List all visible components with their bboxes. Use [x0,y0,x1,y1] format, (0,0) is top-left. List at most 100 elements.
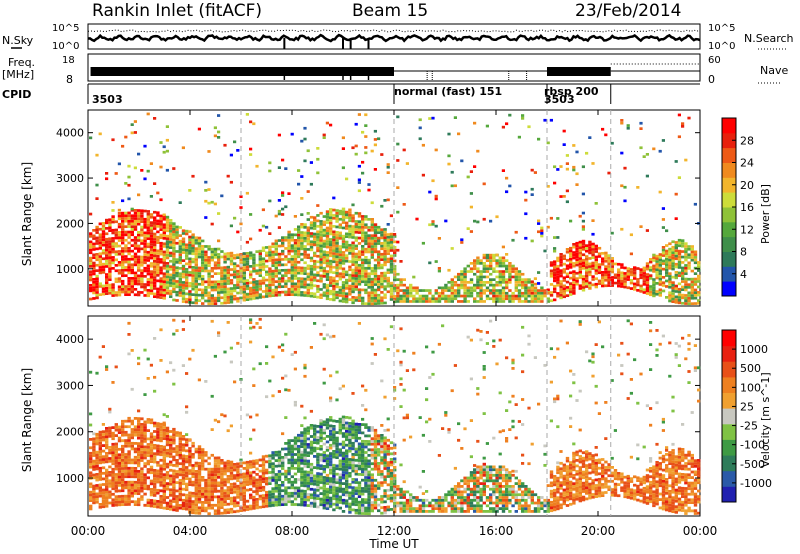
heatmap-cell [549,299,554,303]
heatmap-cell [284,469,288,473]
heatmap-cell [300,424,304,427]
heatmap-cell [645,275,650,279]
heatmap-cell [281,236,285,239]
heatmap-cell [447,132,451,136]
heatmap-cell [185,505,189,508]
heatmap-cell [143,434,147,438]
heatmap-cell [345,240,349,244]
heatmap-cell [213,476,218,479]
heatmap-cell [220,503,224,507]
heatmap-cell [159,228,163,231]
heatmap-cell [210,258,214,262]
heatmap-cell [268,460,272,463]
heatmap-cell [322,223,326,226]
heatmap-cell [149,454,154,458]
heatmap-cell [265,225,269,229]
heatmap-cell [146,357,150,361]
heatmap-cell [357,280,362,283]
heatmap-cell [159,269,163,272]
heatmap-cell [658,261,662,264]
heatmap-cell [642,266,646,270]
heatmap-cell [303,277,307,281]
heatmap-cell [98,268,102,272]
heatmap-cell [402,294,406,298]
heatmap-cell [361,269,365,273]
heatmap-cell [185,477,189,480]
heatmap-cell [578,273,582,277]
heatmap-cell [665,279,669,283]
heatmap-cell [229,463,234,467]
heatmap-cell [610,262,614,266]
heatmap-cell [101,488,106,492]
heatmap-cell [223,497,227,501]
heatmap-cell [175,503,179,507]
heatmap-cell [300,291,304,294]
heatmap-cell [306,190,310,193]
heatmap-cell [313,284,317,288]
heatmap-cell [341,297,346,301]
heatmap-cell [677,290,682,294]
heatmap-cell [588,284,592,287]
heatmap-cell [105,474,109,477]
heatmap-cell [687,294,691,297]
heatmap-cell [370,253,374,257]
heatmap-cell [498,294,502,298]
heatmap-cell [649,293,653,297]
heatmap-cell [207,294,211,297]
heatmap-cell [380,296,384,300]
heatmap-cell [169,443,173,447]
heatmap-cell [242,296,246,299]
heatmap-cell [201,277,205,281]
heatmap-cell [181,319,185,323]
heatmap-cell [127,211,131,215]
heatmap-cell [169,295,173,298]
heatmap-cell [197,299,202,302]
heatmap-cell [284,478,288,481]
heatmap-cell [332,255,336,258]
cpid-entry-label: 3503 [544,93,575,106]
heatmap-cell [201,501,205,504]
heatmap-cell [153,249,157,252]
heatmap-cell [159,439,163,443]
nsky-line [87,33,701,43]
heatmap-cell [271,242,275,246]
heatmap-cell [527,286,531,290]
heatmap-cell [258,317,262,321]
heatmap-cell [284,205,288,209]
heatmap-cell [309,267,314,271]
heatmap-cell [572,281,576,284]
heatmap-cell [127,491,131,495]
heatmap-cell [111,459,115,463]
heatmap-cell [226,502,230,506]
heatmap-cell [153,337,157,340]
heatmap-cell [242,285,246,288]
heatmap-cell [297,285,301,289]
heatmap-cell [591,232,595,236]
heatmap-cell [98,439,102,442]
heatmap-cell [114,280,118,283]
heatmap-cell [620,263,624,266]
heatmap-cell [325,294,330,298]
heatmap-cell [652,270,656,273]
heatmap-cell [393,297,397,301]
heatmap-cell [338,212,342,216]
heatmap-cell [357,296,362,300]
heatmap-cell [108,256,112,260]
heatmap-cell [377,228,381,232]
heatmap-cell [169,278,173,282]
heatmap-cell [578,249,582,252]
heatmap-cell [409,286,413,290]
heatmap-cell [293,271,298,275]
heatmap-cell [89,451,93,455]
heatmap-cell [245,298,250,301]
heatmap-cell [197,127,201,131]
heatmap-cell [354,122,358,126]
heatmap-cell [498,281,502,284]
heatmap-cell [508,300,512,303]
heatmap-cell [105,502,109,505]
heatmap-cell [297,236,301,240]
heatmap-cell [105,177,109,181]
heatmap-cell [159,290,163,294]
heatmap-cell [229,496,234,500]
heatmap-cell [284,285,288,288]
